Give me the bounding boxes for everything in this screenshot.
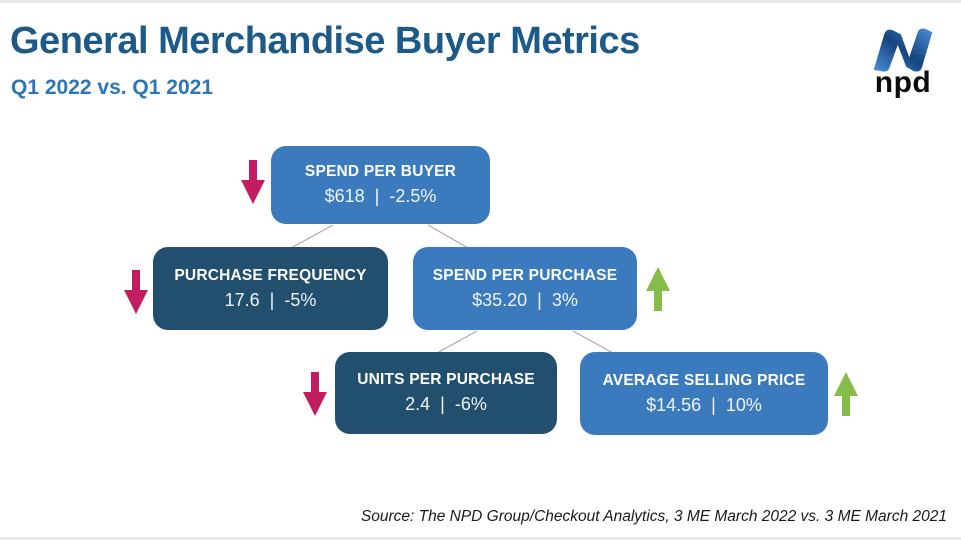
metric-value-row: 2.4 | -6% (405, 394, 487, 415)
page-subtitle: Q1 2022 vs. Q1 2021 (11, 76, 213, 99)
value-change-separator: | (711, 394, 716, 415)
metric-value-row: $35.20 | 3% (472, 290, 578, 311)
metric-change: -5% (284, 289, 317, 310)
npd-logo: npd (857, 26, 949, 98)
npd-logo-text: npd (874, 66, 932, 99)
metric-card-purchase-frequency: PURCHASE FREQUENCY 17.6 | -5% (153, 247, 388, 330)
decrease-arrow-icon (124, 270, 148, 314)
value-change-separator: | (537, 289, 542, 310)
metric-value-row: 17.6 | -5% (225, 290, 317, 311)
source-footnote: Source: The NPD Group/Checkout Analytics… (360, 508, 947, 525)
connector-line (436, 330, 478, 354)
metric-value: 2.4 (405, 394, 431, 414)
slide-top-edge (0, 0, 961, 3)
metric-label: UNITS PER PURCHASE (357, 371, 535, 388)
metric-value: $14.56 (646, 394, 702, 415)
metric-card-spend-per-buyer: SPEND PER BUYER $618 | -2.5% (271, 146, 490, 224)
value-change-separator: | (374, 186, 380, 206)
metric-label: SPEND PER BUYER (304, 163, 457, 180)
metric-change: 3% (551, 289, 578, 310)
value-change-separator: | (269, 289, 275, 310)
metric-label: AVERAGE SELLING PRICE (602, 371, 806, 389)
metric-card-units-per-purchase: UNITS PER PURCHASE 2.4 | -6% (335, 352, 557, 434)
decrease-arrow-icon (241, 160, 265, 204)
increase-arrow-icon (834, 372, 858, 416)
connector-line (572, 330, 614, 354)
connector-line (290, 224, 334, 249)
metric-value-row: $618 | -2.5% (325, 186, 437, 207)
value-change-separator: | (440, 394, 445, 414)
connector-line (427, 224, 469, 249)
metric-change: 10% (725, 394, 762, 415)
metric-label: SPEND PER PURCHASE (432, 266, 618, 284)
metric-change: -2.5% (389, 186, 437, 206)
npd-logo-mark-icon (873, 28, 933, 72)
metric-change: -6% (454, 394, 487, 414)
metric-value: $35.20 (472, 289, 528, 310)
metric-value: 17.6 (224, 289, 260, 310)
metric-card-spend-per-purchase: SPEND PER PURCHASE $35.20 | 3% (413, 247, 637, 330)
decrease-arrow-icon (303, 372, 327, 416)
metric-card-average-selling-price: AVERAGE SELLING PRICE $14.56 | 10% (580, 352, 828, 435)
page-title: General Merchandise Buyer Metrics (10, 20, 640, 62)
metric-value: $618 (324, 186, 365, 206)
slide-bottom-edge (0, 537, 961, 540)
metric-label: PURCHASE FREQUENCY (174, 266, 367, 284)
increase-arrow-icon (646, 267, 670, 311)
metric-value-row: $14.56 | 10% (646, 395, 762, 416)
